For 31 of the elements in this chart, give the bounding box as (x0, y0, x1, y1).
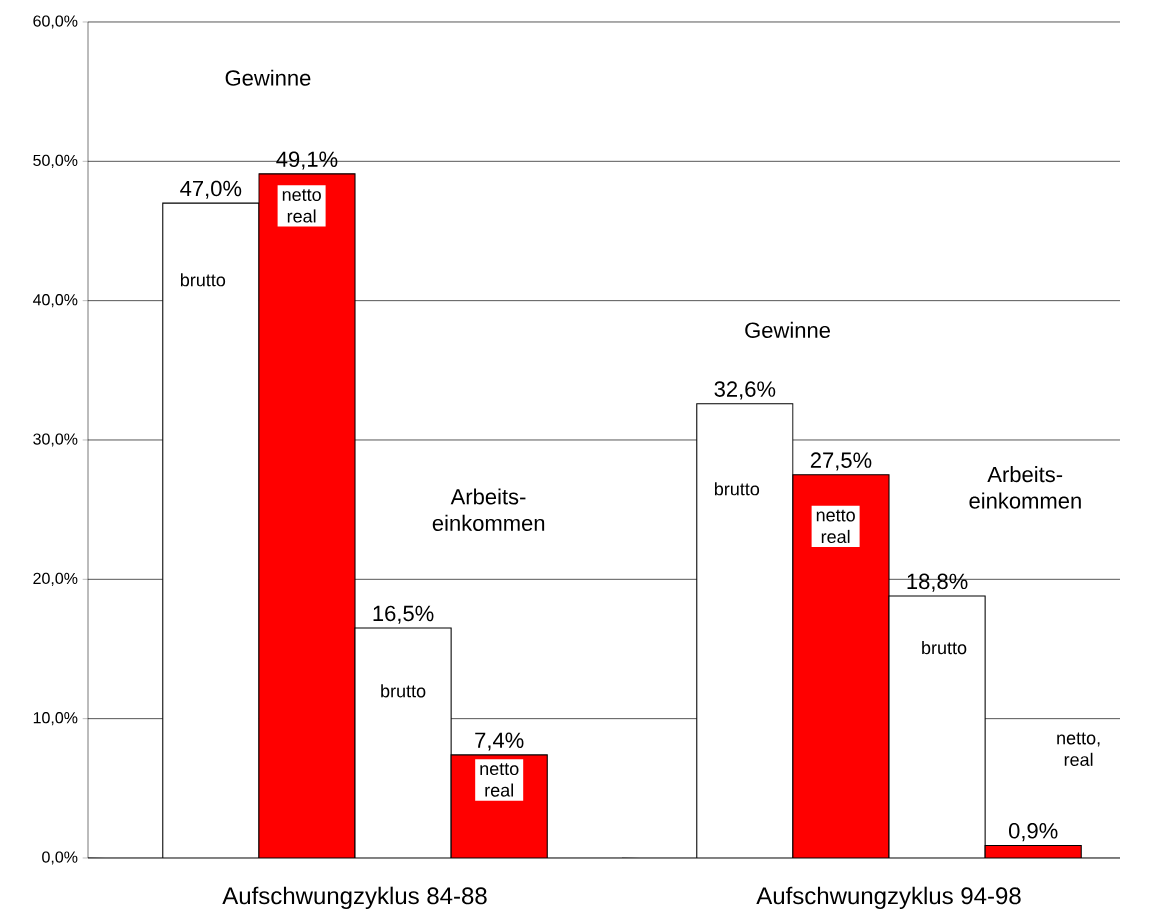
annotation: Gewinne (745, 321, 830, 338)
x-tick-label: Aufschwungzyklus 94-98 (756, 886, 1021, 910)
bar (354, 627, 452, 858)
data-label: 49,1% (276, 151, 338, 170)
data-label: 47,0% (180, 180, 242, 199)
annotation: brutto (180, 273, 226, 287)
annotation: netto real (816, 509, 855, 544)
annotation: brutto (714, 482, 760, 496)
annotation: brutto (381, 684, 426, 698)
data-label: 32,6% (714, 381, 776, 400)
data-label: 18,8% (907, 573, 968, 592)
y-tick-label: 50,0% (33, 154, 78, 168)
x-tick-label: Aufschwungzyklus 84-88 (222, 886, 487, 910)
y-tick-label: 10,0% (33, 712, 78, 726)
annotation: Arbeits- einkommen (432, 488, 545, 531)
data-label: 0,9% (1008, 822, 1058, 842)
bar (888, 595, 986, 858)
y-tick-label: 20,0% (33, 572, 78, 586)
annotation: netto, real (1057, 732, 1100, 766)
y-tick-label: 60,0% (33, 15, 78, 29)
annotation: Gewinne (225, 69, 311, 86)
annotation: netto real (282, 189, 321, 223)
annotation: Arbeits- einkommen (969, 466, 1081, 509)
data-label: 16,5% (373, 605, 434, 624)
annotation: netto real (480, 763, 519, 797)
data-label: 7,4% (475, 732, 524, 751)
y-tick-label: 0,0% (42, 851, 78, 865)
y-tick-label: 30,0% (33, 433, 78, 447)
annotation: brutto (922, 640, 967, 655)
y-tick-label: 40,0% (32, 294, 78, 308)
data-label: 27,5% (810, 452, 872, 471)
